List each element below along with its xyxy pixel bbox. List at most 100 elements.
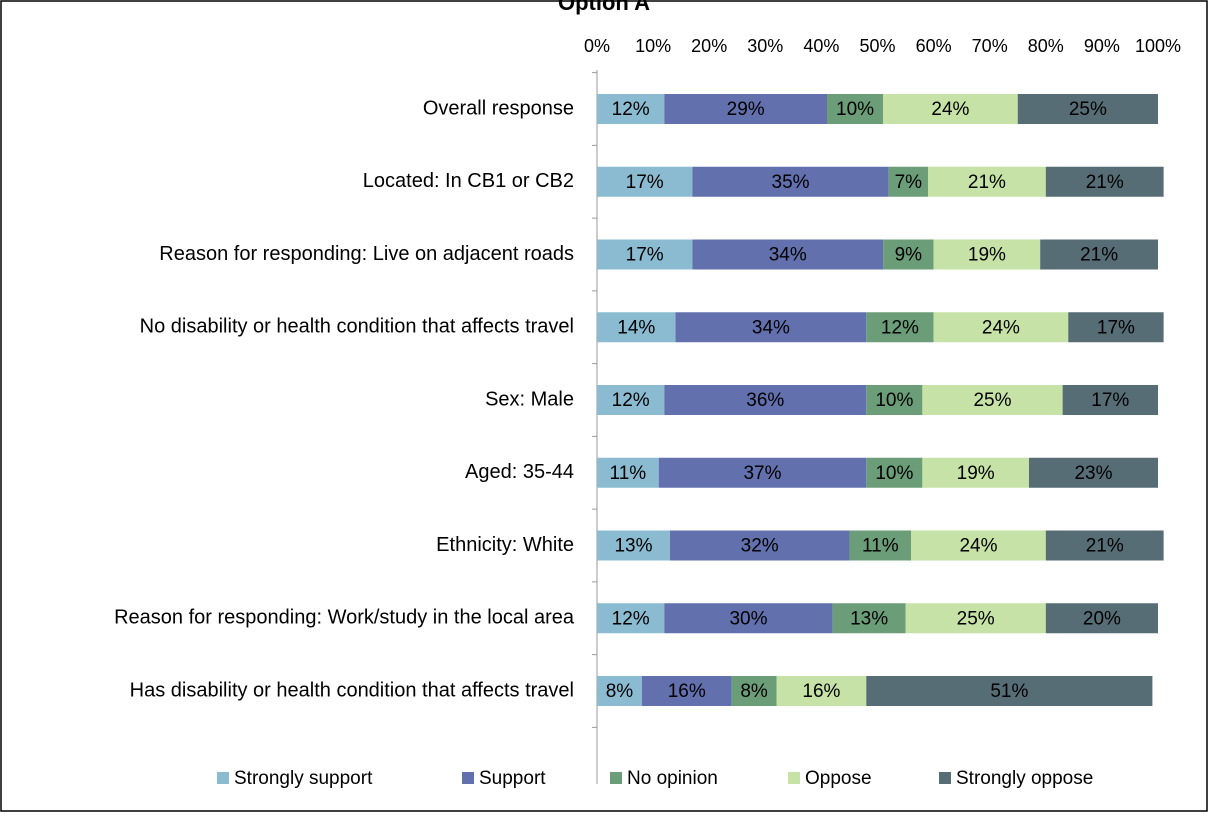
data-label: 16% (802, 681, 840, 702)
data-label: 20% (1083, 608, 1121, 629)
bar-segment (888, 166, 928, 197)
bar-segment (597, 603, 665, 634)
bar-segment (1045, 166, 1164, 197)
bars: 12% 29% 10% 24% 25% 17% 35% 7% 21% 21% 17% 34% 9% 19%… (597, 94, 1164, 706)
bar-segment (692, 239, 884, 270)
bar-segment (827, 94, 884, 124)
legend-label: Support (479, 768, 546, 789)
legend-label: No opinion (627, 768, 718, 789)
data-label: 17% (1091, 390, 1129, 411)
category-label: No disability or health condition that a… (140, 316, 574, 338)
data-label: 21% (1080, 245, 1118, 266)
legend-label: Strongly oppose (956, 768, 1093, 789)
bar-segment (1028, 457, 1158, 488)
bar-segment (866, 457, 923, 488)
bar-segment (1017, 94, 1158, 124)
bar-segment (849, 530, 912, 561)
data-label: 37% (743, 463, 781, 484)
legend-swatch (610, 772, 622, 784)
data-label: 32% (741, 536, 779, 557)
x-tick-label: 30% (747, 36, 783, 56)
bar-segment (905, 603, 1046, 634)
category-label: Has disability or health condition that … (130, 679, 574, 701)
data-label: 12% (612, 390, 650, 411)
data-label: 7% (895, 172, 923, 193)
category-label: Overall response (423, 97, 574, 119)
data-label: 25% (1069, 99, 1107, 120)
x-tick-label: 80% (1028, 36, 1064, 56)
data-label: 8% (606, 681, 634, 702)
bar-segment (597, 530, 670, 561)
x-tick-label: 100% (1135, 36, 1181, 56)
bar-segment (597, 239, 693, 270)
bar-segment (641, 676, 732, 706)
bar-segment (664, 94, 828, 124)
bar-segment (1040, 239, 1158, 270)
data-label: 17% (626, 172, 664, 193)
data-label: 34% (769, 245, 807, 266)
bar-segment (927, 166, 1046, 197)
data-label: 24% (931, 99, 969, 120)
data-label: 12% (612, 608, 650, 629)
data-label: 13% (614, 536, 652, 557)
legend-swatch (788, 772, 800, 784)
bar-segment (597, 94, 665, 124)
x-tick-label: 90% (1084, 36, 1120, 56)
data-label: 9% (895, 245, 923, 266)
bar-segment (1068, 312, 1164, 343)
legend-label: Oppose (805, 768, 872, 789)
legend-swatch (217, 772, 229, 784)
bar-segment (664, 603, 833, 634)
legend-entry: Strongly support (217, 768, 373, 789)
legend-label: Strongly support (234, 768, 373, 789)
data-label: 19% (968, 245, 1006, 266)
bar-segment (597, 457, 659, 488)
x-tick-label: 40% (803, 36, 839, 56)
legend-entry: Support (462, 768, 546, 789)
category-label: Sex: Male (485, 388, 574, 410)
bar-segment (866, 312, 934, 343)
category-label: Aged: 35-44 (465, 461, 574, 483)
data-label: 21% (1086, 172, 1124, 193)
bar-segment (675, 312, 867, 343)
bar-segment (933, 239, 1041, 270)
data-label: 25% (973, 390, 1011, 411)
data-label: 29% (727, 99, 765, 120)
data-label: 24% (982, 317, 1020, 338)
chart-title: Option A (558, 0, 650, 15)
x-tick-label: 20% (691, 36, 727, 56)
x-tick-label: 0% (584, 36, 610, 56)
data-label: 8% (740, 681, 768, 702)
data-label: 17% (626, 245, 664, 266)
bar-segment (911, 530, 1046, 561)
bar-segment (922, 385, 1063, 415)
data-label: 25% (957, 608, 995, 629)
legend-swatch (939, 772, 951, 784)
category-label-group: Has disability or health condition that … (130, 679, 574, 701)
data-label: 19% (957, 463, 995, 484)
bar-segment (692, 166, 889, 197)
data-label: 24% (959, 536, 997, 557)
legend: Strongly support Support No opinion Oppose S… (217, 768, 1093, 789)
category-labels: Overall response Located: In CB1 or CB2 Re… (114, 97, 575, 701)
bar-segment (669, 530, 850, 561)
x-tick-label: 60% (916, 36, 952, 56)
category-label: Ethnicity: White (436, 534, 574, 556)
category-label-group: Aged: 35-44 (465, 461, 574, 483)
bar-segment (1045, 603, 1158, 634)
category-label-group: Located: In CB1 or CB2 (363, 170, 574, 192)
data-label: 16% (668, 681, 706, 702)
legend-entry: No opinion (610, 768, 718, 789)
category-label-group: Reason for responding: Work/study in the… (114, 607, 575, 629)
data-label: 21% (968, 172, 1006, 193)
category-label: Reason for responding: Live on adjacent … (159, 243, 574, 265)
bar-segment (933, 312, 1069, 343)
data-label: 51% (990, 681, 1028, 702)
data-label: 34% (752, 317, 790, 338)
category-label: Reason for responding: Work/study in the… (114, 607, 575, 629)
bar-segment (866, 676, 1153, 706)
bar-segment (922, 457, 1029, 488)
data-label: 12% (612, 99, 650, 120)
data-label: 36% (746, 390, 784, 411)
